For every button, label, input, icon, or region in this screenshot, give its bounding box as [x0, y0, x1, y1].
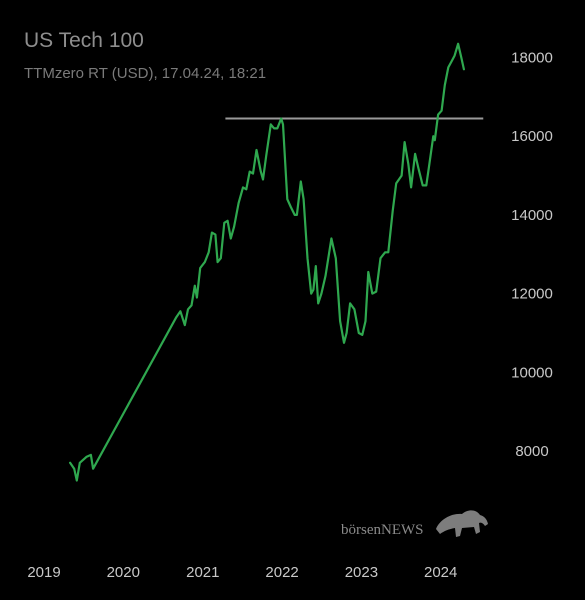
x-tick-label: 2022 — [265, 564, 298, 581]
y-tick-label: 16000 — [511, 128, 553, 145]
y-tick-label: 14000 — [511, 207, 553, 224]
chart-title: US Tech 100 — [24, 29, 144, 52]
y-tick-label: 10000 — [511, 364, 553, 381]
x-tick-label: 2021 — [186, 564, 219, 581]
y-axis-ticks: 8000 10000 12000 14000 16000 18000 — [511, 50, 553, 460]
series-line — [69, 42, 465, 482]
x-tick-label: 2024 — [424, 564, 457, 581]
y-tick-label: 12000 — [511, 286, 553, 303]
logo: börsenNEWS — [341, 510, 488, 538]
x-tick-label: 2020 — [107, 564, 140, 581]
bull-icon — [436, 510, 488, 537]
y-tick-label: 8000 — [515, 443, 548, 460]
logo-text: börsenNEWS — [341, 522, 424, 538]
chart-subtitle: TTMzero RT (USD), 17.04.24, 18:21 — [24, 65, 266, 82]
y-tick-label: 18000 — [511, 50, 553, 67]
x-axis-ticks: 2019 2020 2021 2022 2023 2024 — [27, 564, 457, 581]
x-tick-label: 2023 — [345, 564, 378, 581]
x-tick-label: 2019 — [27, 564, 60, 581]
